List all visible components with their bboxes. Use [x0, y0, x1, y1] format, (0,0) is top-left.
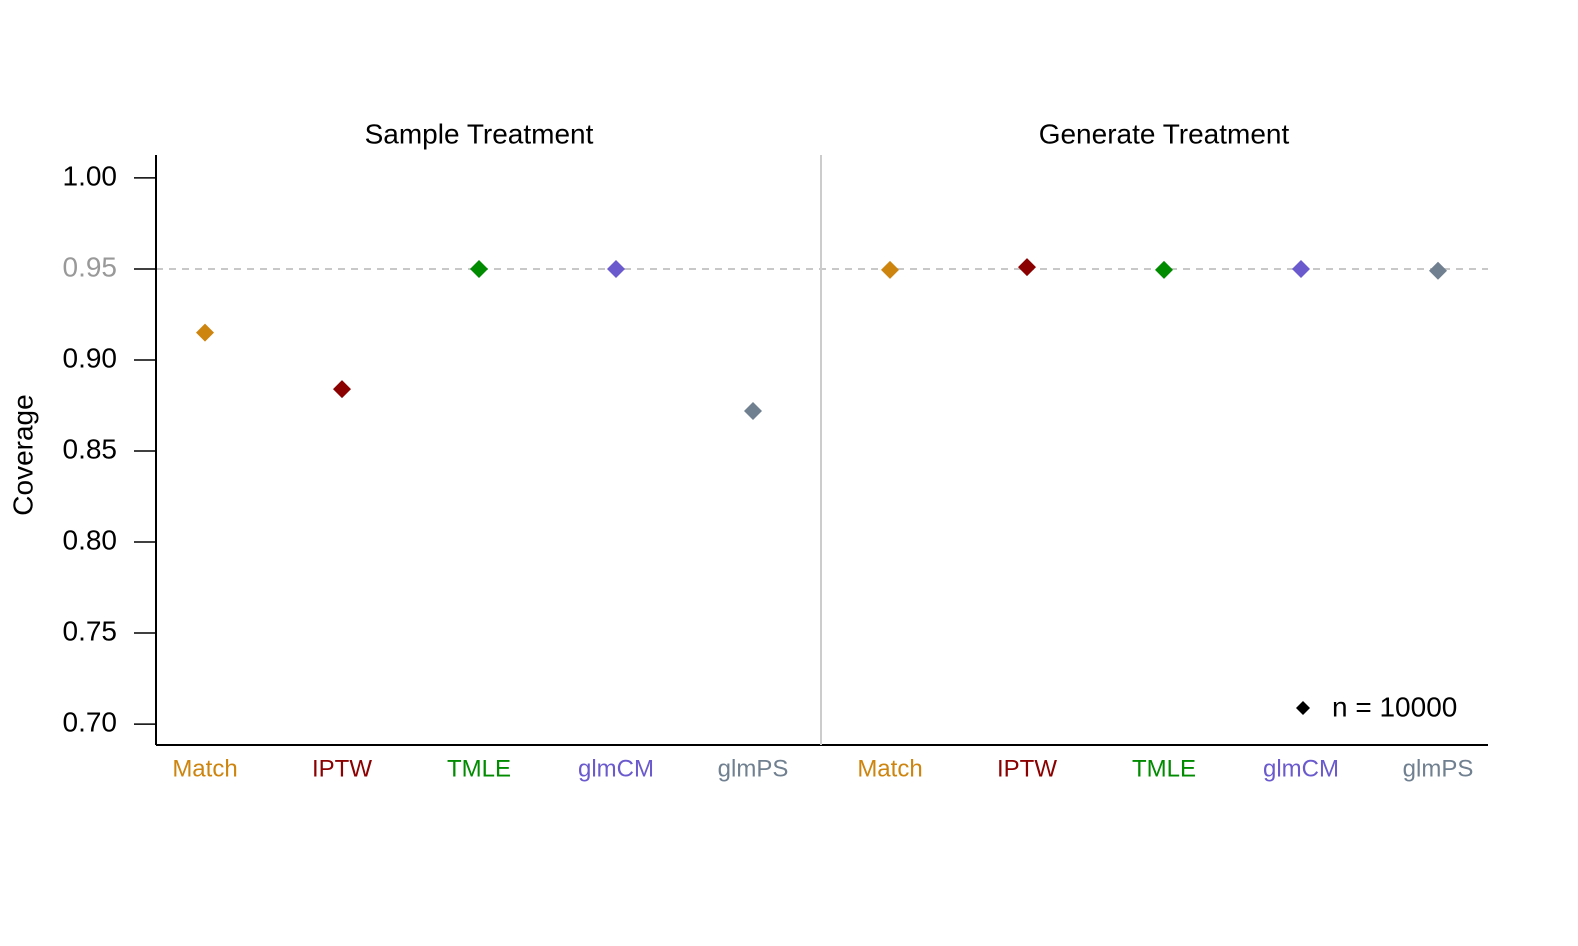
point — [744, 401, 762, 420]
y-tick-label: 0.85 — [63, 433, 118, 464]
y-tick-label: 0.80 — [63, 524, 118, 555]
point — [196, 323, 214, 342]
point — [1292, 259, 1310, 278]
point — [881, 260, 899, 279]
panel-title: Sample Treatment — [365, 118, 594, 149]
panel-title: Generate Treatment — [1039, 118, 1290, 149]
legend-marker — [1296, 701, 1310, 715]
x-tick-label: IPTW — [997, 755, 1057, 782]
y-tick-label: 0.90 — [63, 342, 118, 373]
y-tick-label: 1.00 — [63, 160, 118, 191]
point — [470, 259, 488, 278]
x-tick-label: glmPS — [718, 755, 789, 782]
x-tick-label: Match — [172, 755, 237, 782]
x-tick-label: IPTW — [312, 755, 372, 782]
x-tick-label: glmCM — [578, 755, 654, 782]
y-tick-label: 0.70 — [63, 706, 118, 737]
y-tick-label: 0.75 — [63, 615, 118, 646]
x-tick-label: Match — [857, 755, 922, 782]
y-axis-label: Coverage — [7, 394, 38, 515]
point — [1429, 261, 1447, 280]
x-tick-label: glmPS — [1403, 755, 1474, 782]
point — [607, 259, 625, 278]
x-tick-label: TMLE — [447, 755, 511, 782]
x-tick-label: TMLE — [1132, 755, 1196, 782]
point — [333, 380, 351, 399]
legend-label: n = 10000 — [1332, 691, 1457, 722]
point — [1018, 258, 1036, 277]
y-tick-label: 0.95 — [63, 251, 118, 282]
point — [1155, 260, 1173, 279]
x-tick-label: glmCM — [1263, 755, 1339, 782]
